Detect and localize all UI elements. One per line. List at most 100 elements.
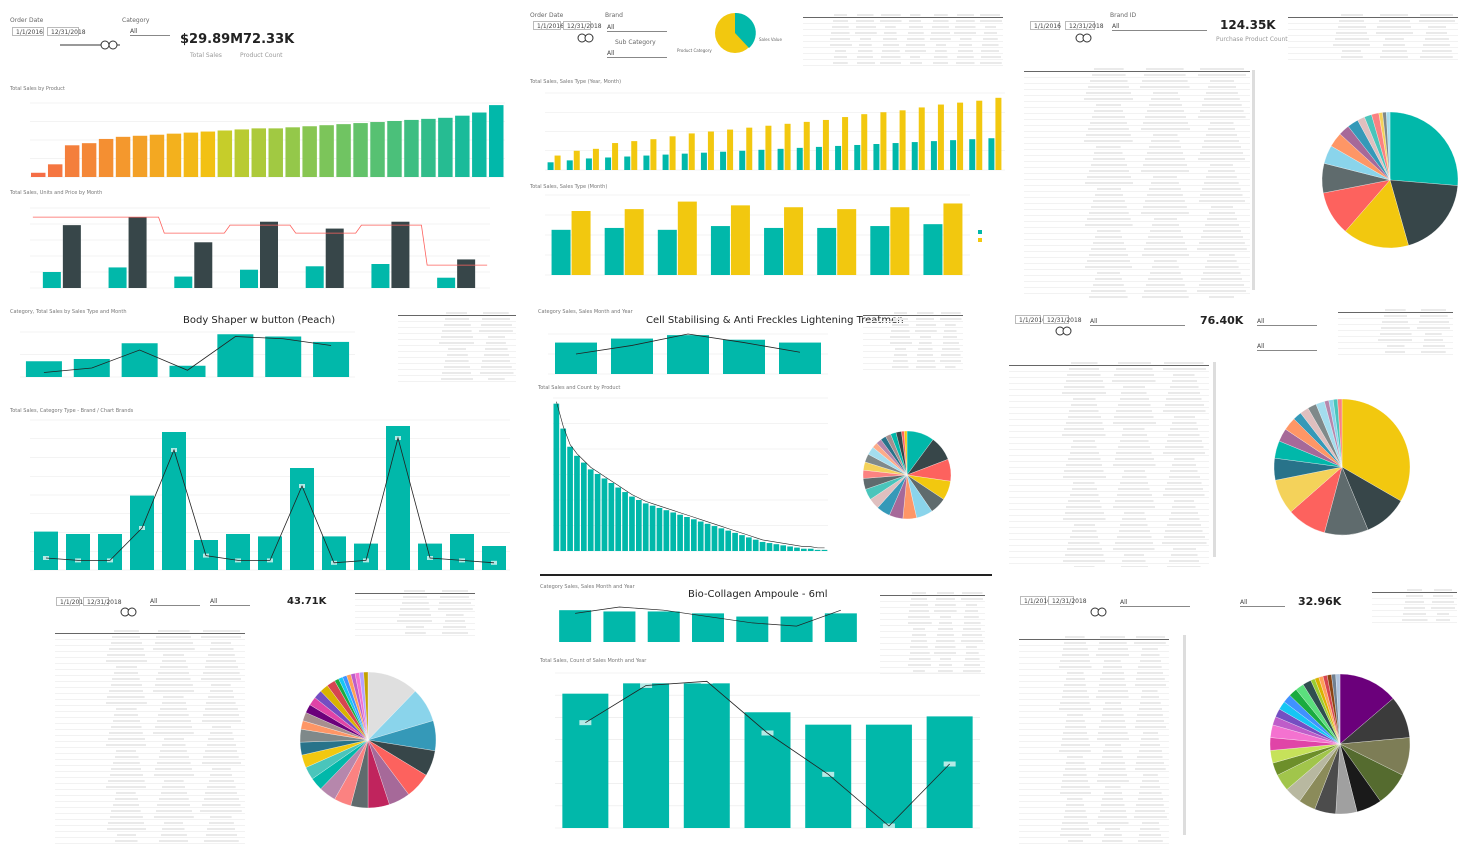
bar — [305, 266, 324, 288]
pie-slice — [1386, 111, 1391, 181]
brand-dropdown[interactable]: All — [607, 23, 667, 32]
table-scrollbar[interactable] — [1183, 635, 1186, 835]
bar — [899, 110, 906, 170]
bar — [720, 151, 727, 170]
date-start-input[interactable]: 1/1/2016 — [533, 21, 564, 30]
date-range-slider[interactable] — [1055, 326, 1075, 336]
multi-pie-chart — [862, 430, 952, 520]
bar — [386, 426, 410, 570]
category-combo-chart — [30, 419, 510, 571]
mr-product-table — [1009, 360, 1209, 567]
table-scrollbar[interactable] — [1252, 70, 1255, 290]
pie-slice — [1337, 398, 1343, 468]
pie-slice — [1335, 673, 1341, 745]
bar — [611, 338, 653, 374]
bar — [796, 147, 803, 170]
chart-title-sales-by-year: Total Sales, Sales Type (Year, Month) — [530, 79, 622, 85]
body-shaper-title: Body Shaper w button (Peach) — [183, 315, 336, 326]
line — [575, 606, 841, 627]
line — [575, 333, 801, 355]
date-start-input[interactable]: 1/1/2016 — [1020, 596, 1051, 605]
brand-dropdown[interactable]: All — [1112, 22, 1207, 31]
subcat-dropdown[interactable]: All — [607, 49, 667, 58]
bar — [835, 145, 842, 170]
bar — [647, 611, 680, 642]
date-range-slider[interactable] — [1090, 607, 1110, 617]
bar — [777, 148, 784, 170]
date-start-input[interactable]: 1/1/2016 — [12, 27, 44, 36]
total-sales-kpi: $29.89M — [180, 32, 244, 47]
date-start-input[interactable]: 1/1/2016 — [1015, 315, 1046, 324]
date-end-input[interactable]: 12/31/2018 — [83, 597, 122, 606]
bar — [911, 142, 918, 170]
bar — [162, 432, 186, 570]
bar — [251, 128, 266, 177]
date-end-input[interactable]: 12/31/2018 — [563, 21, 602, 30]
bar — [268, 128, 283, 177]
type-dropdown[interactable]: All — [1257, 342, 1317, 351]
bar — [677, 514, 683, 551]
date-range-slider[interactable] — [120, 607, 140, 617]
dashboard-panel-middle-left: Category, Total Sales by Sales Type and … — [0, 305, 520, 585]
bar — [739, 535, 745, 551]
bar — [313, 341, 350, 377]
date-range-slider[interactable] — [1075, 33, 1095, 43]
brand-dropdown[interactable]: All — [150, 597, 200, 606]
chart-title-category-sales-month: Category Sales, Sales Month and Year — [538, 309, 633, 315]
date-range-slider[interactable] — [60, 40, 125, 50]
bar — [174, 276, 193, 288]
category-slicer-label: Category — [122, 17, 150, 24]
date-start-input[interactable]: 1/1/2016 — [56, 597, 87, 606]
bar — [643, 155, 650, 170]
bar — [649, 505, 656, 551]
date-slicer-label: Order Date — [10, 17, 44, 24]
product-table — [1024, 66, 1250, 298]
bar — [736, 616, 769, 642]
date-end-input[interactable]: 12/31/2018 — [47, 27, 86, 36]
bar — [923, 224, 943, 275]
line — [585, 680, 950, 827]
pie-slice — [1389, 179, 1458, 246]
date-end-input[interactable]: 12/31/2018 — [1065, 21, 1104, 30]
bar — [773, 544, 780, 551]
bar — [421, 118, 436, 177]
chart-title-category-by-month: Category, Total Sales by Sales Type and … — [10, 309, 127, 315]
category-dropdown[interactable]: All — [1240, 598, 1285, 607]
cell-summary-table — [863, 310, 963, 370]
brand-dropdown[interactable]: All — [1090, 317, 1185, 326]
dashboard-panel-bottom-left: 1/1/2016 12/31/2018 All All 43.71K — [0, 585, 520, 845]
multi-pie-chart-2 — [299, 671, 437, 809]
bar — [765, 125, 772, 170]
monthly-clustered-chart — [545, 194, 982, 276]
bar — [803, 121, 810, 170]
units-kpi-label: Product Count — [240, 52, 283, 59]
table-scrollbar[interactable] — [1213, 362, 1216, 557]
bar — [325, 228, 344, 288]
chart-title-pareto: Total Sales and Count by Product — [538, 385, 621, 391]
units-kpi: 124.35K — [1220, 18, 1276, 32]
line — [556, 401, 825, 549]
bar — [624, 209, 644, 275]
category-dropdown[interactable]: All — [210, 597, 250, 606]
bar — [779, 342, 821, 374]
date-end-input[interactable]: 12/31/2018 — [1043, 315, 1082, 324]
pie-slice — [1389, 111, 1459, 186]
bar — [730, 205, 750, 275]
brand-dropdown[interactable]: All — [1120, 598, 1190, 607]
date-start-input[interactable]: 1/1/2016 — [1030, 21, 1061, 30]
pie-slice — [1339, 673, 1394, 745]
category-dropdown[interactable]: All — [130, 27, 170, 36]
total-sales-kpi-label: Total Sales — [190, 52, 222, 59]
bar — [608, 483, 615, 551]
date-end-input[interactable]: 12/31/2018 — [1048, 596, 1087, 605]
line — [45, 436, 495, 564]
bar — [574, 455, 580, 551]
bl-product-table — [55, 628, 245, 844]
bar — [624, 156, 631, 170]
bar — [711, 526, 718, 551]
bar — [285, 127, 300, 177]
date-range-slider[interactable] — [577, 33, 597, 43]
bar — [455, 115, 470, 177]
bar — [387, 120, 402, 177]
subcat-dropdown[interactable]: All — [1257, 317, 1317, 326]
